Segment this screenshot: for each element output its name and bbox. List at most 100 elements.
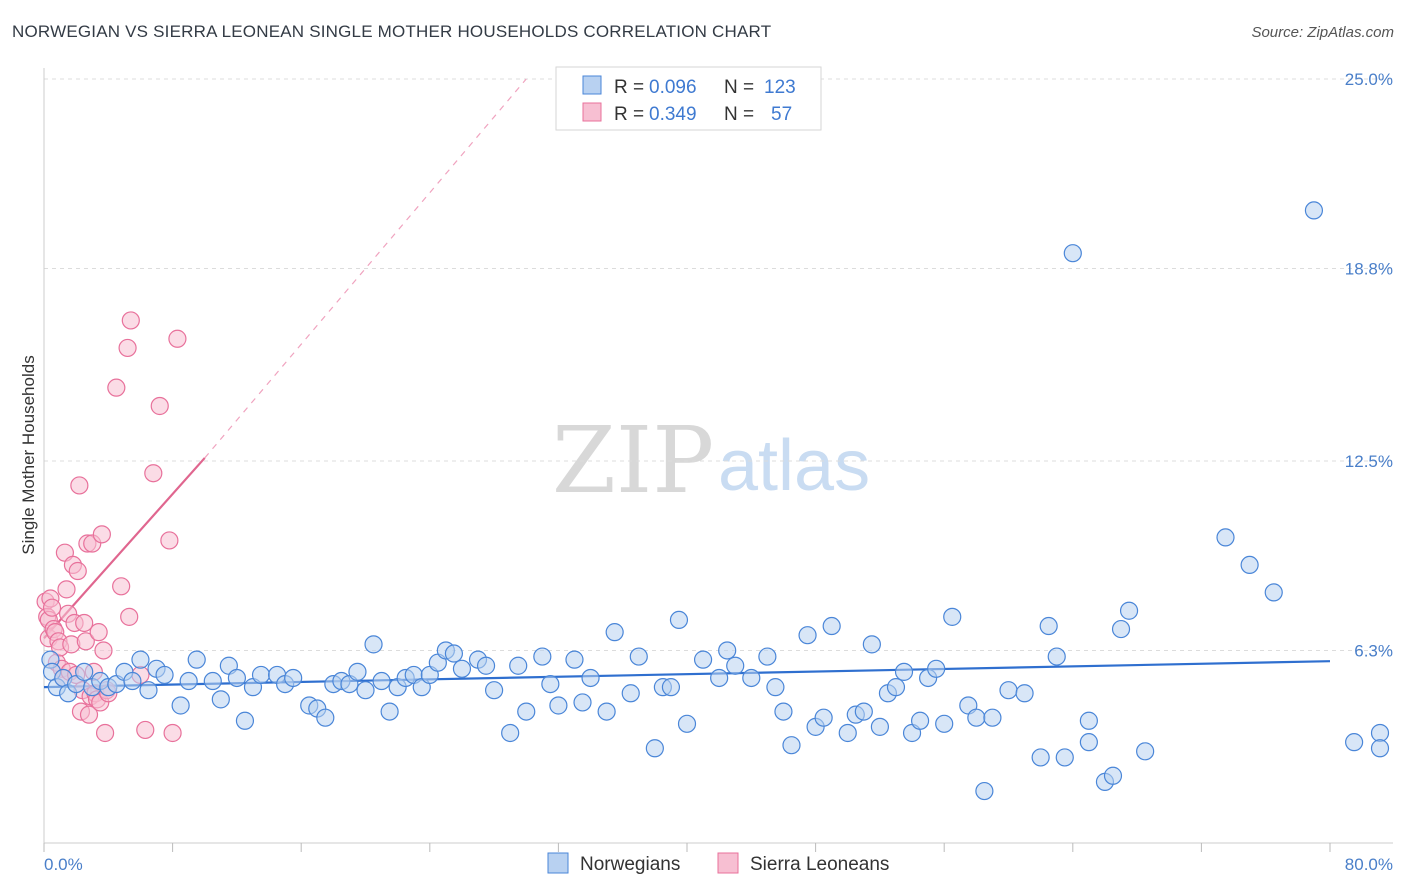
norwegian-point	[356, 681, 375, 700]
legend-r-value-norwegians: 0.096	[649, 77, 697, 98]
sierra-leonean-point	[92, 525, 111, 544]
sierra-leonean-point	[107, 378, 126, 397]
norwegian-point	[822, 616, 841, 636]
sierra-leonean-point	[168, 329, 187, 348]
norwegian-point	[203, 671, 222, 691]
norwegian-point	[541, 674, 560, 694]
norwegian-point	[894, 662, 914, 681]
norwegian-point	[565, 650, 584, 669]
norwegian-point	[581, 668, 600, 688]
norwegian-point	[935, 714, 954, 733]
norwegian-point	[862, 635, 881, 654]
norwegian-point	[605, 623, 624, 642]
norwegian-point	[123, 671, 142, 691]
norwegian-point	[886, 678, 906, 697]
norwegian-point	[155, 665, 174, 685]
norwegian-point	[1031, 748, 1050, 767]
stats-legend: R = 0.096 N = 123 R = 0.349 N = 57	[555, 66, 822, 131]
sierra-leonean-point	[68, 561, 87, 581]
sierra-leonean-point	[57, 580, 76, 599]
norwegian-point	[1136, 742, 1155, 761]
norwegian-point	[1063, 244, 1082, 263]
norwegian-point	[814, 708, 833, 727]
norwegian-point	[943, 607, 962, 626]
norwegian-point	[718, 641, 737, 660]
legend-r-label-sierra-leoneans: R =	[614, 104, 644, 125]
norwegian-point	[645, 739, 664, 758]
sierra-leonean-point	[144, 464, 163, 483]
norwegian-point	[983, 708, 1002, 727]
norwegian-point	[1345, 733, 1364, 752]
sierra-leonean-point	[120, 607, 139, 626]
trend-lines	[43, 78, 1331, 689]
norwegian-point	[838, 723, 857, 743]
sierra-leonean-point	[136, 720, 155, 740]
source-label: Source: ZipAtlas.com	[1251, 24, 1394, 41]
norwegian-point	[975, 781, 994, 801]
watermark-zip: ZIP	[552, 407, 714, 514]
sierra-leonean-point	[42, 598, 62, 617]
norwegian-point	[629, 647, 648, 666]
norwegian-point	[364, 635, 383, 654]
norwegian-point	[693, 650, 713, 669]
sierra-leonean-point	[150, 396, 169, 416]
bottom-swatch-norwegians	[547, 852, 569, 874]
y-tick-labels: 6.3% 12.5% 18.8% 25.0%	[1345, 70, 1393, 660]
norwegian-point	[227, 668, 246, 688]
norwegian-point	[1111, 619, 1131, 639]
sierra-leonean-point	[163, 723, 182, 743]
norwegian-point	[774, 702, 793, 721]
norwegian-point	[999, 681, 1018, 700]
norwegian-point	[187, 650, 206, 669]
norwegian-point	[1264, 583, 1283, 602]
sierra-leonean-point	[118, 338, 137, 358]
norwegian-point	[1370, 723, 1390, 743]
legend-n-value-sierra-leoneans: 57	[771, 104, 792, 125]
norwegian-point	[677, 714, 697, 733]
norwegian-point	[235, 711, 255, 730]
norwegian-point	[910, 711, 930, 730]
norwegian-point	[251, 665, 271, 685]
norwegian-point	[1119, 601, 1139, 620]
norwegian-point	[171, 696, 190, 715]
norwegian-point	[1079, 711, 1098, 730]
norwegian-point	[501, 723, 520, 743]
norwegian-point	[1079, 733, 1098, 752]
bottom-legend-sierra-leoneans: Sierra Leoneans	[750, 854, 889, 875]
norwegian-point	[669, 610, 689, 630]
y-tick-label: 12.5%	[1345, 452, 1393, 471]
bottom-legend-norwegians: Norwegians	[580, 854, 680, 875]
sierra-leonean-point	[70, 476, 89, 495]
norwegian-point	[1055, 748, 1074, 767]
sierra-leonean-point	[75, 613, 94, 633]
norwegian-point	[476, 656, 496, 675]
norwegian-point	[758, 647, 777, 666]
norwegian-point	[1047, 647, 1066, 666]
legend-swatch-norwegians	[582, 75, 602, 95]
norwegian-point	[621, 684, 640, 703]
sierra-leonean-point	[160, 531, 179, 550]
legend-r-label-norwegians: R =	[614, 77, 644, 98]
sierra-leonean-point	[121, 311, 140, 330]
norwegian-point	[967, 708, 986, 727]
norwegian-point	[854, 702, 873, 721]
norwegian-point	[485, 681, 504, 700]
norwegian-points	[41, 201, 1390, 801]
norwegian-point	[927, 659, 946, 678]
sierra-leonean-point	[95, 723, 115, 743]
norwegian-point	[316, 708, 335, 727]
norwegian-point	[782, 736, 801, 755]
bottom-swatch-sierra-leoneans	[717, 852, 739, 874]
legend-n-value-norwegians: 123	[764, 77, 796, 98]
norwegian-point	[1216, 528, 1235, 547]
sierra-leonean-points	[36, 311, 187, 743]
y-tick-label: 6.3%	[1354, 641, 1393, 660]
norwegian-point	[1370, 739, 1390, 758]
norwegian-point	[1240, 555, 1259, 575]
y-axis-label: Single Mother Households	[19, 355, 38, 554]
norwegian-point	[1039, 616, 1058, 636]
legend-r-value-sierra-leoneans: 0.349	[649, 104, 697, 125]
norwegian-point	[533, 647, 552, 666]
norwegian-point	[870, 717, 890, 736]
